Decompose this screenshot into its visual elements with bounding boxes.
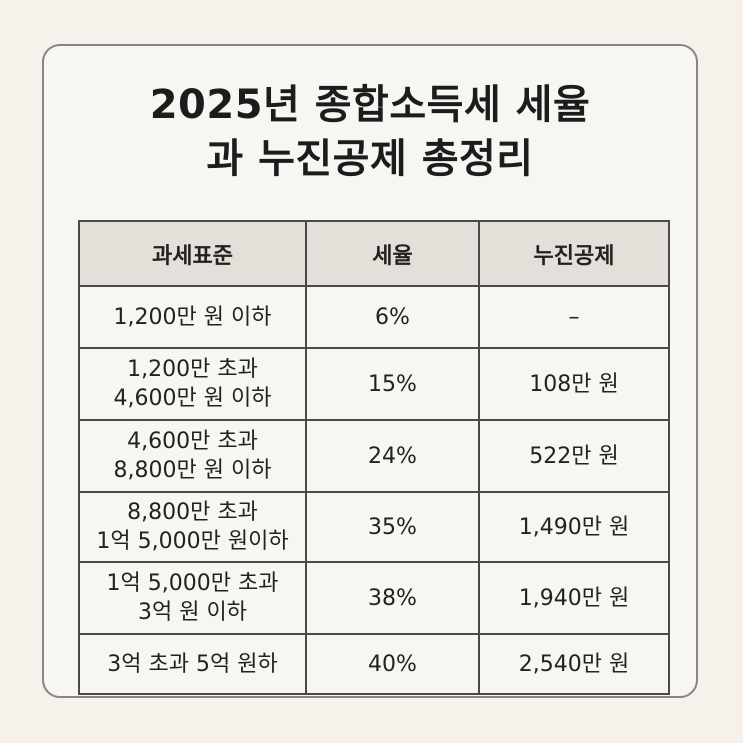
header-progressive-deduction: 누진공제 (478, 220, 670, 287)
deduction-cell: 1,940만 원 (478, 561, 670, 635)
table-row: 1,200만 초과 4,600만 원 이하 15% 108만 원 (78, 347, 670, 421)
tax-base-line: 4,600만 원 이하 (113, 386, 272, 411)
title-line-1: 2025년 종합소득세 세율 (149, 82, 591, 128)
tax-base-cell: 1,200만 원 이하 (78, 285, 307, 349)
tax-base-line: 8,800만 원 이하 (113, 458, 272, 483)
header-tax-rate: 세율 (305, 220, 480, 287)
tax-base-line: 1,200만 원 이하 (113, 304, 272, 330)
tax-base-cell: 1,200만 초과 4,600만 원 이하 (78, 347, 307, 421)
tax-rate-table: 과세표준 세율 누진공제 1,200만 원 이하 6% – 1,200만 초과 … (78, 220, 670, 695)
deduction-cell: 108만 원 (478, 347, 670, 421)
tax-rate-cell: 24% (305, 419, 480, 493)
table-row: 1억 5,000만 초과 3억 원 이하 38% 1,940만 원 (78, 561, 670, 635)
table-row: 1,200만 원 이하 6% – (78, 285, 670, 349)
deduction-cell: 522만 원 (478, 419, 670, 493)
tax-rate-cell: 6% (305, 285, 480, 349)
tax-base-cell: 3억 초과 5억 원하 (78, 633, 307, 695)
tax-base-cell: 4,600만 초과 8,800만 원 이하 (78, 419, 307, 493)
deduction-cell: 2,540만 원 (478, 633, 670, 695)
deduction-cell: 1,490만 원 (478, 491, 670, 563)
table-row: 4,600만 초과 8,800만 원 이하 24% 522만 원 (78, 419, 670, 493)
tax-base-line: 1억 5,000만 원이하 (96, 529, 289, 554)
table-row: 8,800만 초과 1억 5,000만 원이하 35% 1,490만 원 (78, 491, 670, 563)
tax-base-cell: 8,800만 초과 1억 5,000만 원이하 (78, 491, 307, 563)
tax-rate-cell: 15% (305, 347, 480, 421)
tax-base-line: 1,200만 초과 (127, 357, 258, 382)
tax-base-line: 3억 초과 5억 원하 (107, 651, 278, 677)
tax-rate-cell: 40% (305, 633, 480, 695)
tax-rate-cell: 35% (305, 491, 480, 563)
title-line-2: 과 누진공제 총정리 (206, 136, 534, 182)
tax-base-line: 8,800만 초과 (127, 500, 258, 525)
page-title: 2025년 종합소득세 세율 과 누진공제 총정리 (44, 78, 696, 186)
table-header-row: 과세표준 세율 누진공제 (78, 220, 670, 287)
tax-base-line: 1억 5,000만 초과 (106, 571, 279, 596)
deduction-cell: – (478, 285, 670, 349)
header-tax-base: 과세표준 (78, 220, 307, 287)
tax-base-line: 4,600만 초과 (127, 429, 258, 454)
tax-rate-cell: 38% (305, 561, 480, 635)
tax-rate-card: 2025년 종합소득세 세율 과 누진공제 총정리 과세표준 세율 누진공제 1… (42, 44, 698, 698)
tax-base-line: 3억 원 이하 (138, 600, 247, 625)
tax-base-cell: 1억 5,000만 초과 3억 원 이하 (78, 561, 307, 635)
table-row: 3억 초과 5억 원하 40% 2,540만 원 (78, 633, 670, 695)
